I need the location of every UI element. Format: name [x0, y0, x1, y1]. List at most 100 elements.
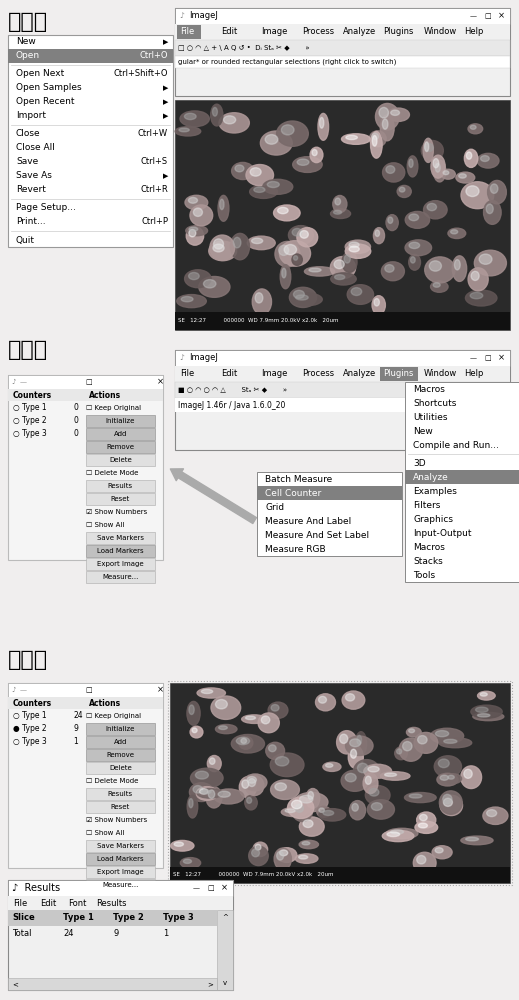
Ellipse shape — [461, 182, 494, 209]
Ellipse shape — [450, 230, 458, 234]
Ellipse shape — [409, 214, 419, 221]
Text: Open: Open — [16, 51, 40, 60]
Ellipse shape — [487, 180, 507, 204]
Text: ♪: ♪ — [179, 11, 184, 20]
Ellipse shape — [455, 260, 460, 270]
Ellipse shape — [350, 739, 361, 747]
Ellipse shape — [388, 217, 393, 223]
Ellipse shape — [218, 791, 230, 797]
Ellipse shape — [250, 168, 261, 176]
Text: Ctrl+O: Ctrl+O — [140, 51, 168, 60]
Ellipse shape — [290, 287, 317, 307]
Text: File: File — [13, 898, 28, 908]
Bar — [86, 736, 155, 748]
Text: Ctrl+S: Ctrl+S — [141, 157, 168, 166]
Ellipse shape — [380, 115, 394, 141]
Ellipse shape — [431, 155, 445, 178]
Ellipse shape — [425, 142, 429, 152]
Text: Remove: Remove — [106, 752, 134, 758]
Ellipse shape — [335, 198, 340, 205]
Text: Open Samples: Open Samples — [16, 84, 81, 93]
Text: □: □ — [207, 885, 214, 891]
Ellipse shape — [433, 160, 446, 182]
Ellipse shape — [289, 226, 313, 245]
Ellipse shape — [466, 290, 497, 306]
Bar — [170, 683, 510, 883]
Bar — [86, 762, 155, 774]
Ellipse shape — [349, 801, 365, 820]
Ellipse shape — [335, 275, 345, 280]
Bar — [86, 879, 155, 891]
Bar — [8, 978, 217, 990]
Ellipse shape — [408, 729, 415, 733]
Ellipse shape — [409, 794, 422, 798]
Text: ○ Type 2: ○ Type 2 — [13, 416, 47, 425]
Ellipse shape — [186, 226, 208, 236]
Bar — [86, 558, 155, 570]
Bar — [86, 571, 155, 583]
Ellipse shape — [320, 117, 324, 128]
Ellipse shape — [369, 788, 379, 796]
Ellipse shape — [425, 144, 433, 152]
Text: Utilities: Utilities — [413, 412, 447, 422]
Ellipse shape — [407, 156, 418, 177]
Text: Print...: Print... — [16, 218, 46, 227]
Text: Actions: Actions — [89, 698, 121, 708]
Ellipse shape — [239, 777, 256, 798]
Ellipse shape — [479, 254, 492, 264]
Ellipse shape — [372, 296, 386, 314]
Ellipse shape — [277, 848, 297, 862]
Ellipse shape — [486, 204, 493, 214]
Ellipse shape — [213, 789, 244, 804]
Ellipse shape — [417, 855, 426, 864]
Ellipse shape — [189, 705, 194, 715]
Text: Analyze: Analyze — [343, 27, 376, 36]
Text: ● Type 2: ● Type 2 — [13, 724, 47, 733]
Text: v: v — [223, 980, 227, 986]
Ellipse shape — [480, 693, 487, 696]
Ellipse shape — [470, 292, 483, 299]
Text: Type 2: Type 2 — [113, 914, 144, 922]
Ellipse shape — [224, 116, 236, 124]
Ellipse shape — [481, 156, 489, 161]
Ellipse shape — [279, 241, 310, 266]
Text: ImageJ: ImageJ — [189, 11, 218, 20]
Ellipse shape — [374, 228, 385, 244]
Ellipse shape — [297, 228, 318, 247]
Bar — [175, 100, 510, 330]
Ellipse shape — [375, 230, 379, 236]
Ellipse shape — [368, 766, 379, 772]
Text: Total: Total — [12, 928, 32, 938]
Ellipse shape — [188, 197, 198, 203]
Ellipse shape — [439, 759, 449, 768]
Ellipse shape — [418, 823, 428, 828]
Ellipse shape — [242, 715, 267, 723]
Ellipse shape — [383, 119, 388, 129]
Ellipse shape — [345, 244, 371, 258]
Ellipse shape — [210, 758, 215, 764]
Ellipse shape — [372, 803, 382, 810]
Bar — [175, 312, 510, 330]
Text: Process: Process — [302, 27, 334, 36]
Ellipse shape — [209, 241, 237, 261]
Text: Ctrl+R: Ctrl+R — [140, 186, 168, 194]
Ellipse shape — [277, 851, 284, 860]
Text: □: □ — [484, 355, 490, 361]
Ellipse shape — [487, 810, 497, 817]
Bar — [86, 493, 155, 505]
Text: Help: Help — [465, 27, 484, 36]
Ellipse shape — [433, 283, 440, 287]
Ellipse shape — [484, 201, 501, 224]
Bar — [175, 24, 510, 40]
Ellipse shape — [334, 210, 342, 214]
Ellipse shape — [443, 798, 453, 806]
Text: Measure And Label: Measure And Label — [265, 516, 351, 526]
Ellipse shape — [397, 749, 402, 754]
Text: Window: Window — [424, 27, 457, 36]
Ellipse shape — [399, 187, 405, 192]
Text: Close All: Close All — [16, 143, 55, 152]
Ellipse shape — [323, 762, 341, 771]
Ellipse shape — [299, 817, 324, 836]
Ellipse shape — [444, 739, 457, 743]
Ellipse shape — [280, 850, 288, 856]
